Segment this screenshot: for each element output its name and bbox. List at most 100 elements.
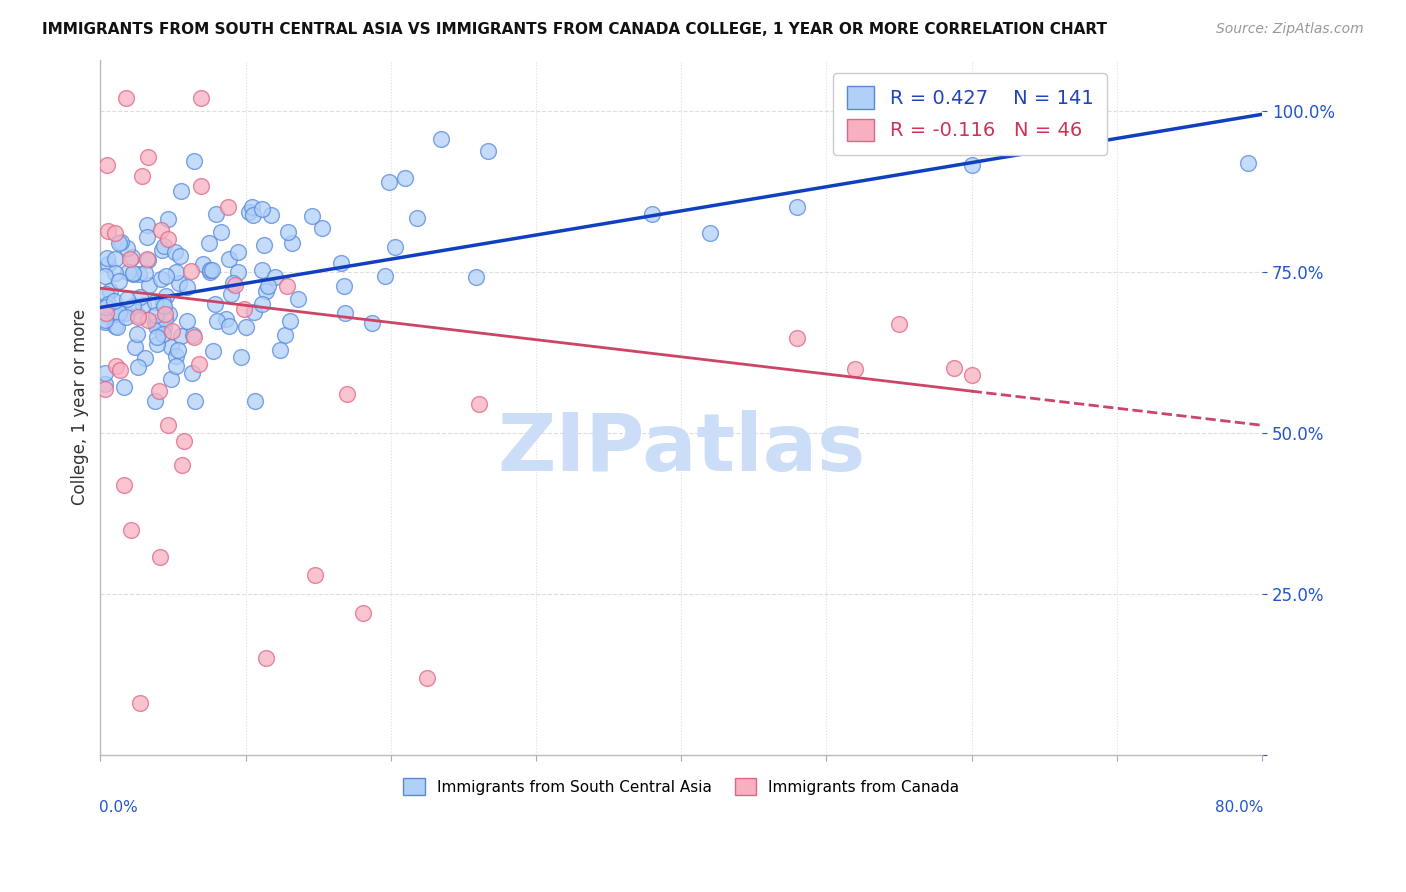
Point <box>269 343 291 357</box>
Point <box>145 319 167 334</box>
Point <box>198 236 221 251</box>
Point <box>252 202 274 216</box>
Point <box>165 245 187 260</box>
Point <box>217 201 239 215</box>
Point <box>238 204 260 219</box>
Point <box>218 319 240 334</box>
Point <box>887 135 910 149</box>
Point <box>205 207 228 221</box>
Point <box>219 287 242 301</box>
Point <box>200 263 222 277</box>
Point <box>148 549 170 564</box>
Point <box>384 240 406 254</box>
Point <box>127 308 149 322</box>
Point <box>468 397 491 411</box>
Point <box>277 225 299 239</box>
Point <box>94 287 117 301</box>
Point <box>108 274 131 288</box>
Point <box>94 305 117 319</box>
Point <box>150 243 173 257</box>
Point <box>160 340 183 354</box>
Point <box>155 289 177 303</box>
Point <box>93 268 115 283</box>
Point <box>201 344 224 359</box>
Point <box>104 319 127 334</box>
Point <box>98 284 121 298</box>
Legend: Immigrants from South Central Asia, Immigrants from Canada: Immigrants from South Central Asia, Immi… <box>395 770 967 803</box>
Point <box>183 329 205 343</box>
Point <box>165 349 187 363</box>
Point <box>333 279 356 293</box>
Point <box>641 207 664 221</box>
Point <box>104 359 127 373</box>
Point <box>128 267 150 281</box>
Point <box>278 314 301 328</box>
Point <box>205 314 228 328</box>
Point <box>304 567 326 582</box>
Point <box>146 330 169 344</box>
Point <box>943 360 966 375</box>
Point <box>114 306 136 320</box>
Point <box>136 313 159 327</box>
Point <box>115 91 138 105</box>
Point <box>149 272 172 286</box>
Point <box>121 251 143 265</box>
Point <box>93 377 115 392</box>
Point <box>105 320 128 334</box>
Point <box>97 224 120 238</box>
Point <box>226 245 249 260</box>
Point <box>240 200 263 214</box>
Point <box>153 320 176 334</box>
Point <box>352 607 374 621</box>
Text: ZIPatlas: ZIPatlas <box>498 410 865 488</box>
Point <box>430 132 453 146</box>
Point <box>134 351 156 366</box>
Point <box>155 269 177 284</box>
Point <box>786 331 808 345</box>
Point <box>252 297 274 311</box>
Point <box>222 276 245 290</box>
Point <box>281 236 304 251</box>
Point <box>157 307 180 321</box>
Point <box>276 279 298 293</box>
Point <box>184 393 207 408</box>
Point <box>231 350 253 364</box>
Point <box>136 230 159 244</box>
Text: IMMIGRANTS FROM SOUTH CENTRAL ASIA VS IMMIGRANTS FROM CANADA COLLEGE, 1 YEAR OR : IMMIGRANTS FROM SOUTH CENTRAL ASIA VS IM… <box>42 22 1107 37</box>
Y-axis label: College, 1 year or more: College, 1 year or more <box>72 310 89 506</box>
Point <box>112 477 135 491</box>
Point <box>96 158 118 172</box>
Point <box>148 318 170 332</box>
Point <box>274 328 297 343</box>
Point <box>110 363 132 377</box>
Point <box>127 310 149 324</box>
Point <box>153 307 176 321</box>
Point <box>160 324 183 338</box>
Point <box>180 366 202 380</box>
Point <box>232 301 254 316</box>
Point <box>136 150 159 164</box>
Point <box>152 327 174 342</box>
Point <box>209 225 232 239</box>
Point <box>218 252 240 266</box>
Point <box>204 297 226 311</box>
Point <box>110 235 132 249</box>
Point <box>190 91 212 105</box>
Point <box>115 310 138 325</box>
Point <box>183 328 205 343</box>
Point <box>104 252 127 266</box>
Point <box>190 178 212 193</box>
Point <box>786 200 808 214</box>
Point <box>245 393 267 408</box>
Point <box>104 307 127 321</box>
Point <box>118 252 141 266</box>
Point <box>254 284 277 298</box>
Point <box>960 368 983 382</box>
Point <box>107 306 129 320</box>
Point <box>173 434 195 449</box>
Point <box>155 312 177 326</box>
Point <box>135 252 157 267</box>
Point <box>143 315 166 329</box>
Point <box>960 158 983 172</box>
Point <box>477 144 499 158</box>
